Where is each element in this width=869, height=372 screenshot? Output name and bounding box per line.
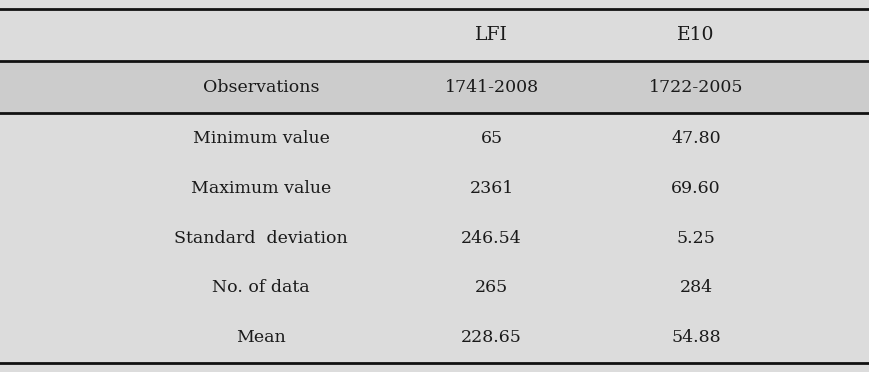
Text: No. of data: No. of data bbox=[212, 279, 309, 296]
Text: 2361: 2361 bbox=[469, 180, 513, 197]
Text: Standard  deviation: Standard deviation bbox=[174, 230, 348, 247]
Text: Maximum value: Maximum value bbox=[190, 180, 331, 197]
Text: LFI: LFI bbox=[474, 26, 507, 44]
Text: 5.25: 5.25 bbox=[676, 230, 714, 247]
Text: 1741-2008: 1741-2008 bbox=[444, 79, 538, 96]
Text: 65: 65 bbox=[480, 130, 502, 147]
Text: Mean: Mean bbox=[235, 329, 286, 346]
Bar bbox=[0, 61, 869, 113]
Text: E10: E10 bbox=[676, 26, 714, 44]
Text: 47.80: 47.80 bbox=[670, 130, 720, 147]
Text: Minimum value: Minimum value bbox=[192, 130, 329, 147]
Text: 265: 265 bbox=[474, 279, 507, 296]
Text: 246.54: 246.54 bbox=[461, 230, 521, 247]
Text: 228.65: 228.65 bbox=[461, 329, 521, 346]
Text: Observations: Observations bbox=[202, 79, 319, 96]
Text: 54.88: 54.88 bbox=[670, 329, 720, 346]
Text: 69.60: 69.60 bbox=[670, 180, 720, 197]
Text: 1722-2005: 1722-2005 bbox=[648, 79, 742, 96]
Text: 284: 284 bbox=[679, 279, 712, 296]
